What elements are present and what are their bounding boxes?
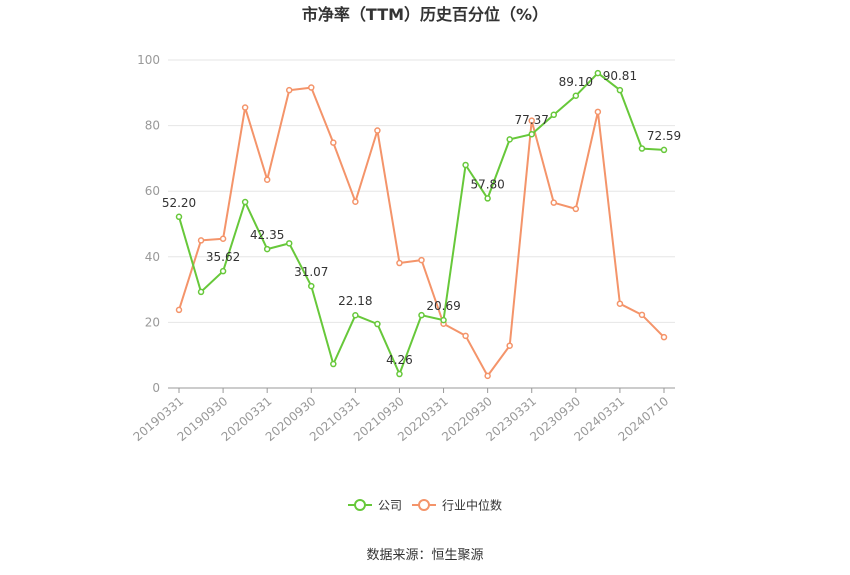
point-company[interactable]: [572, 92, 580, 100]
point-company[interactable]: [528, 130, 535, 138]
point-industry[interactable]: [528, 117, 535, 124]
point-company[interactable]: [219, 267, 227, 275]
point-company[interactable]: [330, 360, 337, 368]
point-company[interactable]: [638, 145, 646, 152]
grid: [168, 59, 675, 323]
point-industry[interactable]: [462, 332, 469, 340]
point-company[interactable]: [175, 213, 183, 221]
point-industry[interactable]: [418, 256, 425, 264]
y-tick-label: 80: [145, 119, 160, 133]
point-company[interactable]: [462, 161, 469, 169]
point-industry[interactable]: [616, 300, 624, 307]
point-company[interactable]: [550, 111, 558, 119]
point-industry[interactable]: [374, 127, 381, 134]
data-label: 57.80: [470, 177, 504, 191]
point-company[interactable]: [197, 288, 205, 296]
legend-industry-label[interactable]: 行业中位数: [442, 498, 502, 513]
series-line-company: [178, 72, 665, 375]
point-industry[interactable]: [175, 306, 183, 314]
legend-industry-marker: [418, 499, 430, 511]
data-label: 90.81: [603, 69, 637, 83]
source-note: 数据来源：恒生聚源: [366, 548, 483, 563]
point-company[interactable]: [241, 198, 249, 206]
data-label: 4.26: [386, 353, 413, 367]
y-tick-label: 40: [145, 250, 160, 264]
point-industry[interactable]: [352, 198, 359, 205]
y-tick-label: 20: [145, 315, 160, 329]
y-tick-label: 60: [145, 184, 160, 198]
point-company[interactable]: [263, 245, 271, 253]
legend[interactable]: 公司 行业中位数: [348, 498, 502, 513]
point-company[interactable]: [616, 86, 624, 94]
data-label: 42.35: [250, 228, 284, 242]
point-industry[interactable]: [550, 199, 558, 206]
point-industry[interactable]: [263, 176, 271, 183]
data-label: 31.07: [294, 265, 328, 279]
legend-company-marker: [354, 499, 366, 511]
point-company[interactable]: [440, 316, 447, 324]
plot-area: 52.20 35.62 42.35 31.07 22.18 4.26 20.69 57.80 7…: [162, 69, 681, 380]
point-company[interactable]: [506, 136, 513, 143]
data-label: 20.69: [426, 299, 460, 313]
data-label: 22.18: [338, 294, 372, 308]
data-label: 77.37: [515, 113, 549, 127]
point-industry[interactable]: [330, 139, 337, 146]
point-company[interactable]: [396, 370, 403, 378]
point-company[interactable]: [352, 311, 359, 319]
point-company[interactable]: [484, 195, 491, 202]
point-industry[interactable]: [638, 311, 646, 319]
point-industry[interactable]: [396, 259, 403, 267]
point-company[interactable]: [374, 320, 381, 328]
point-industry[interactable]: [594, 108, 602, 116]
point-industry[interactable]: [308, 84, 315, 91]
point-industry[interactable]: [285, 86, 293, 94]
data-label: 72.59: [647, 129, 681, 143]
point-industry[interactable]: [572, 205, 580, 213]
point-company[interactable]: [308, 282, 315, 290]
axes: 0204060801002019033120190930202003312020…: [131, 53, 675, 444]
point-industry[interactable]: [219, 235, 227, 243]
point-industry[interactable]: [197, 237, 205, 244]
point-company[interactable]: [594, 69, 602, 77]
point-company[interactable]: [285, 240, 293, 247]
point-industry[interactable]: [506, 342, 513, 349]
point-industry[interactable]: [241, 104, 249, 111]
point-company[interactable]: [418, 311, 425, 319]
point-industry[interactable]: [484, 372, 491, 380]
data-label: 89.10: [559, 75, 593, 89]
point-industry[interactable]: [660, 333, 668, 341]
legend-company-label[interactable]: 公司: [378, 499, 402, 513]
point-company[interactable]: [660, 146, 668, 154]
y-tick-label: 100: [137, 53, 160, 67]
data-label: 35.62: [206, 250, 240, 264]
data-label: 52.20: [162, 196, 196, 210]
chart-title: 市净率（TTM）历史百分位（%）: [302, 5, 548, 24]
y-tick-label: 0: [152, 381, 160, 395]
